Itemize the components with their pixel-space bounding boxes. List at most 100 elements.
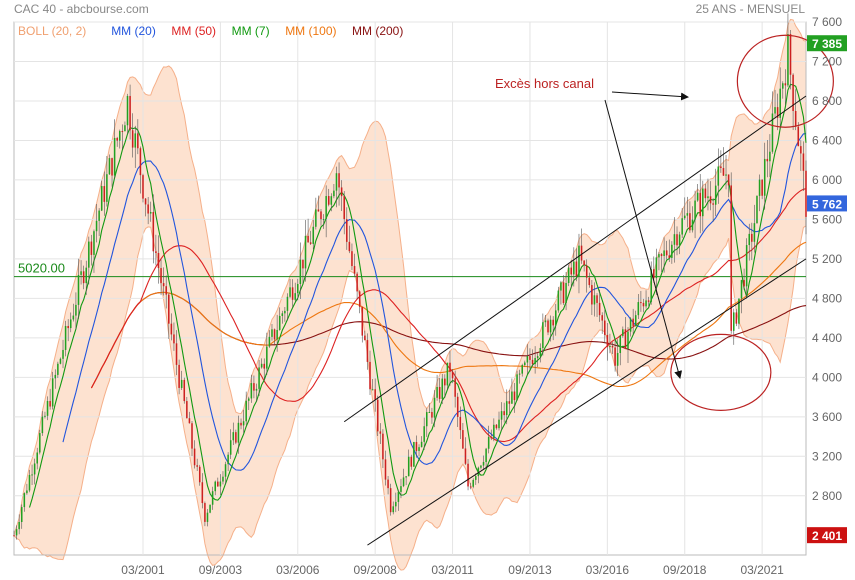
candle-body [549, 319, 552, 333]
candle-body [769, 151, 771, 162]
candle-body [805, 170, 807, 217]
candle-body [505, 401, 508, 416]
candle-body [160, 268, 162, 284]
candle-body [485, 448, 487, 462]
candle-body [779, 88, 781, 118]
candle-body [340, 187, 343, 197]
candle-body [655, 257, 658, 279]
y-tick-label: 6 400 [812, 133, 842, 147]
candle-body [126, 95, 129, 126]
candle-body [524, 362, 526, 366]
candle-body [456, 396, 459, 417]
x-tick-label: 03/2006 [276, 563, 320, 577]
period-label: 25 ANS - MENSUEL [696, 2, 806, 16]
x-tick-label: 09/2018 [663, 563, 707, 577]
candle-body [196, 465, 198, 467]
candle-body [131, 130, 134, 148]
candle-body [175, 343, 178, 365]
candle-body [531, 359, 534, 365]
candle-body [699, 192, 702, 217]
candle-body [691, 219, 694, 231]
candle-body [129, 95, 131, 131]
candle-body [201, 482, 204, 504]
candle-body [162, 283, 165, 287]
candle-body [371, 389, 374, 391]
candle-body [39, 433, 41, 453]
candle-body [431, 411, 433, 418]
candle-body [469, 486, 472, 488]
candle-body [727, 174, 730, 186]
candle-body [624, 329, 627, 349]
candle-body [722, 168, 725, 176]
ma-100-line [90, 241, 807, 389]
channel-line [343, 95, 807, 423]
candle-body [49, 400, 51, 407]
candle-body [85, 267, 88, 284]
candle-body [291, 287, 294, 300]
candle-body [36, 452, 38, 464]
candle-body [720, 166, 722, 169]
candle-body [307, 235, 309, 243]
candle-body [242, 421, 245, 426]
candle-body [116, 137, 118, 141]
candle-body [544, 320, 547, 323]
candle-body [64, 325, 67, 350]
candle-body [286, 296, 289, 311]
x-tick-label: 09/2008 [353, 563, 397, 577]
candle-body [113, 137, 116, 176]
candle-body [619, 335, 622, 354]
horizontal-line-group: 5020.00 [14, 261, 806, 278]
candle-body [554, 310, 557, 326]
candle-body [51, 378, 54, 407]
candle-body [596, 295, 598, 303]
candle-body [578, 245, 580, 277]
candle-body [23, 493, 26, 508]
channel-line [367, 258, 807, 546]
candle-body [139, 148, 142, 176]
candle-body [170, 323, 173, 335]
candle-body [247, 398, 250, 401]
candle-body [235, 432, 237, 443]
legend-item: MM (50) [171, 24, 216, 38]
candle-body [601, 315, 603, 321]
candle-body [335, 173, 338, 191]
candle-body [616, 353, 619, 366]
candle-body [227, 454, 229, 465]
candle-body [583, 260, 585, 266]
candle-body [560, 282, 562, 291]
candle-body [707, 196, 709, 199]
candle-body [281, 313, 284, 316]
bollinger-band-area [13, 18, 807, 571]
candle-body [152, 212, 155, 252]
y-tick-label: 5 600 [812, 212, 842, 226]
candle-body [472, 479, 474, 487]
candle-body [374, 389, 376, 400]
candle-body [193, 448, 196, 466]
candle-body [155, 251, 157, 254]
candle-body [284, 310, 286, 314]
candle-body [725, 174, 727, 176]
candle-body [758, 179, 761, 196]
candle-body [219, 481, 222, 487]
candle-body [495, 424, 498, 429]
candle-body [665, 250, 668, 256]
candle-body [59, 358, 62, 364]
candle-body [400, 486, 402, 492]
candle-body [585, 265, 588, 278]
candle-body [82, 271, 85, 284]
candle-body [209, 504, 211, 513]
candle-body [743, 280, 745, 287]
candle-body [348, 241, 351, 252]
candle-body [240, 422, 242, 426]
candle-body [490, 436, 493, 439]
candle-body [333, 190, 335, 197]
candle-body [761, 179, 763, 196]
candle-body [217, 481, 219, 487]
candle-body [147, 204, 149, 214]
chart-title: CAC 40 - abcbourse.com [14, 2, 149, 16]
legend-item: MM (200) [352, 24, 403, 38]
candle-body [787, 34, 789, 86]
candle-body [730, 185, 732, 331]
candle-body [346, 219, 348, 242]
candle-body [214, 481, 216, 492]
